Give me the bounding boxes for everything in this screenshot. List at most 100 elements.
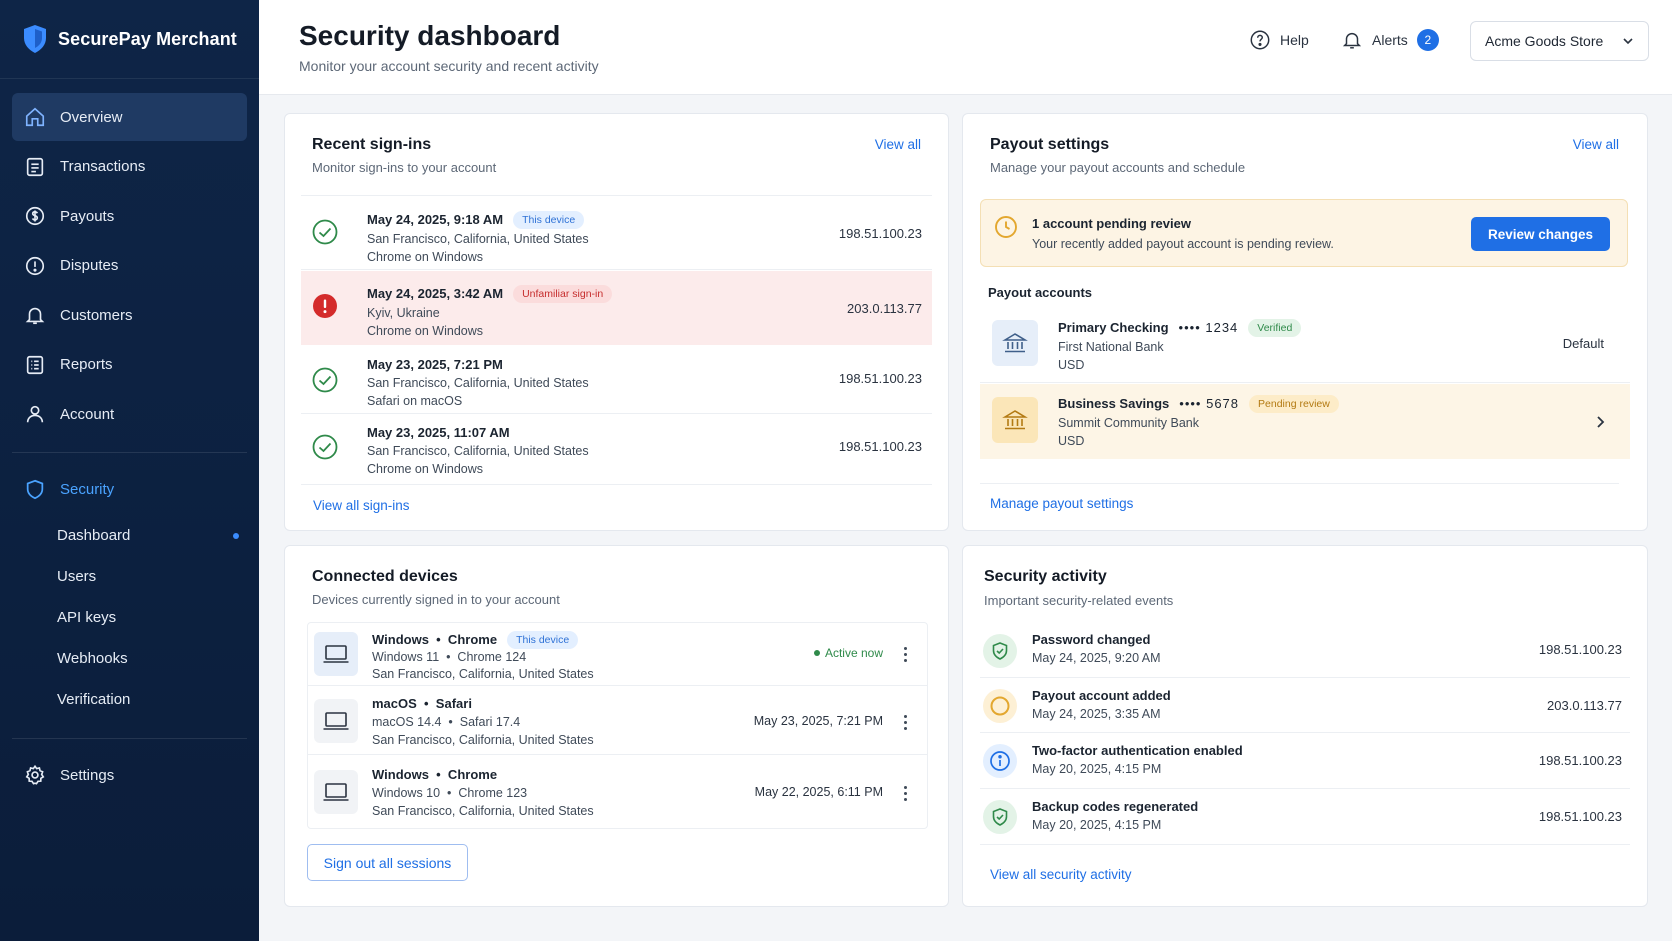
receipt-icon [26,157,44,176]
nav-item-reports[interactable]: Reports [12,341,247,389]
alerts-label: Alerts [1372,32,1408,48]
shield-check-icon [983,800,1017,834]
view-all-security-activity-link[interactable]: View all security activity [990,867,1132,882]
subnav-item-dashboard[interactable]: Dashboard [0,515,259,556]
subnav-label: Verification [57,691,131,708]
nav-label: Disputes [60,257,119,274]
signin-row[interactable]: May 23, 2025, 11:07 AM San Francisco, Ca… [301,415,932,485]
signin-row[interactable]: May 23, 2025, 7:21 PM San Francisco, Cal… [301,346,932,414]
signin-row[interactable]: May 24, 2025, 9:18 AM This device San Fra… [301,196,932,270]
card-subtitle: Manage your payout accounts and schedule [990,160,1246,175]
payout-account-row[interactable]: Primary Checking •••• 1234 Verified First … [980,308,1630,383]
nav-item-transactions[interactable]: Transactions [12,143,247,191]
subnav-item-users[interactable]: Users [0,556,259,597]
subnav-label: API keys [57,609,117,626]
activity-row[interactable]: Password changed May 24, 2025, 9:20 AM 1… [980,624,1630,678]
bank-name: Summit Community Bank [1058,416,1200,430]
store-selector[interactable]: Acme Goods Store [1470,21,1649,61]
this-device-tag: This device [507,631,579,649]
activity-time: May 24, 2025, 9:20 AM [1032,651,1161,665]
alert-filled-icon [313,294,337,318]
page-title: Security dashboard [299,20,561,51]
help-button[interactable]: Help [1249,29,1309,51]
view-all-payout-link[interactable]: View all [1572,137,1619,152]
recent-signins-card: Recent sign-ins Monitor sign-ins to your… [284,113,949,531]
sign-out-all-sessions-button[interactable]: Sign out all sessions [307,844,468,881]
home-icon [25,107,45,127]
activity-time: May 24, 2025, 3:35 AM [1032,707,1161,721]
nav-item-disputes[interactable]: Disputes [12,242,247,290]
manage-payout-settings-link[interactable]: Manage payout settings [990,496,1134,511]
nav-label: Customers [60,306,133,324]
device-location: San Francisco, California, United States [372,804,594,818]
payout-account-row-pending[interactable]: Business Savings •••• 5678 Pending review … [980,384,1630,459]
connected-devices-card: Connected devices Devices currently sign… [284,545,949,907]
divider [301,195,932,196]
check-circle-icon [312,434,338,460]
bank-icon [992,320,1038,366]
alert-circle-icon [25,256,45,275]
brand[interactable]: SecurePay Merchant [0,0,259,79]
subnav-item-api-keys[interactable]: API keys [0,597,259,638]
chevron-right-icon[interactable] [1594,415,1606,429]
alerts-button[interactable]: Alerts 2 [1341,29,1439,51]
activity-row[interactable]: Two-factor authentication enabled May 20… [980,734,1630,789]
nav-item-security[interactable]: Security [12,465,247,513]
activity-row[interactable]: Backup codes regenerated May 20, 2025, 4… [980,790,1630,845]
bell-user-icon [25,307,45,325]
payout-icon [25,206,45,226]
subnav-label: Users [57,568,97,585]
device-row[interactable]: Windows • Chrome This device Windows 11 •… [308,623,927,686]
shield-logo-icon [24,25,46,53]
view-all-signins-link[interactable]: View all [874,137,921,152]
signin-time: May 24, 2025, 3:42 AM Unfamiliar sign-in [367,285,613,303]
signin-time: May 24, 2025, 9:18 AM This device [367,211,585,229]
device-row[interactable]: macOS • Safari macOS 14.4 • Safari 17.4 … [308,687,927,755]
help-label: Help [1280,32,1309,48]
check-circle-icon [312,219,338,245]
card-title: Security activity [984,568,1107,585]
nav-item-overview[interactable]: Overview [12,93,247,141]
device-location: San Francisco, California, United States [372,733,594,747]
account-mask: •••• 5678 [1179,396,1240,411]
card-subtitle: Devices currently signed in to your acco… [312,592,560,607]
more-options-icon[interactable] [897,711,913,733]
nav-item-payouts[interactable]: Payouts [12,192,247,240]
default-label: Default [1562,336,1604,351]
card-subtitle: Important security-related events [984,593,1174,608]
security-activity-card: Security activity Important security-rel… [962,545,1648,907]
laptop-icon [314,699,358,743]
page-subtitle: Monitor your account security and recent… [299,58,599,74]
main-nav: Overview Transactions Payouts Disputes C… [0,79,259,438]
signin-time: May 23, 2025, 11:07 AM [367,425,510,440]
review-changes-button[interactable]: Review changes [1471,217,1610,251]
last-active-time: May 23, 2025, 7:21 PM [753,714,883,728]
help-icon [1250,30,1270,50]
subnav-item-webhooks[interactable]: Webhooks [0,638,259,679]
settings-nav: Settings [0,751,259,799]
nav-item-customers[interactable]: Customers [12,291,247,339]
subnav-label: Webhooks [57,650,128,667]
signin-location: San Francisco, California, United States [367,376,589,390]
account-name: Business Savings •••• 5678 Pending review [1058,395,1339,413]
view-all-signins-footer-link[interactable]: View all sign-ins [313,498,410,513]
divider [980,483,1619,484]
nav-item-account[interactable]: Account [12,390,247,438]
nav-item-settings[interactable]: Settings [12,751,247,799]
device-row[interactable]: Windows • Chrome Windows 10 • Chrome 123… [308,756,927,828]
account-name: Primary Checking •••• 1234 Verified [1058,319,1302,337]
subnav-item-verification[interactable]: Verification [0,679,259,720]
unfamiliar-signin-tag: Unfamiliar sign-in [513,285,613,303]
activity-row[interactable]: Payout account added May 24, 2025, 3:35 … [980,679,1630,733]
more-options-icon[interactable] [897,643,913,665]
active-dot [233,532,239,539]
more-options-icon[interactable] [897,782,913,804]
laptop-icon [314,770,358,814]
signin-row-flagged[interactable]: May 24, 2025, 3:42 AM Unfamiliar sign-in … [301,271,932,345]
active-status: Active now [813,646,883,660]
gear-icon [25,764,45,785]
top-header: Security dashboard Monitor your account … [259,0,1672,95]
signin-location: San Francisco, California, United States [367,444,589,458]
signin-client: Chrome on Windows [367,462,484,476]
nav-label: Transactions [60,158,146,175]
